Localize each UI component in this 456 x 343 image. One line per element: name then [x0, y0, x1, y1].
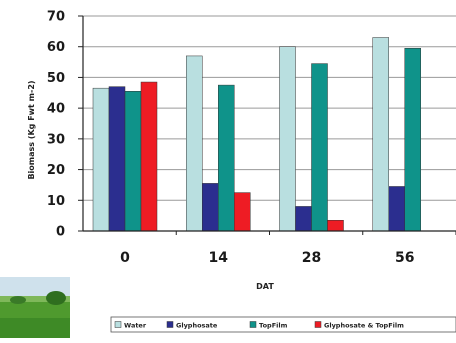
legend: Water Glyphosate TopFilm Glyphosate & TopFi… — [114, 321, 404, 330]
bar-topfilm-0 — [124, 91, 142, 232]
y-tick-labels: 0 10 20 30 40 50 60 70 — [47, 10, 65, 240]
legend-box — [110, 316, 456, 333]
y-tick-label: 20 — [47, 163, 65, 178]
y-tick-label: 10 — [47, 194, 65, 209]
legend-swatch — [166, 321, 174, 328]
x-tick-labels: 0 14 28 56 — [120, 250, 414, 266]
field-photo — [0, 277, 70, 338]
legend-swatch — [114, 321, 122, 328]
bar-glyphosate-28 — [295, 206, 312, 232]
y-tick-label: 50 — [47, 71, 65, 86]
x-tick-label: 14 — [209, 250, 229, 266]
legend-label: Glyphosate & TopFilm — [324, 322, 404, 330]
bar-water-28 — [279, 46, 296, 232]
bar-topfilm-28 — [311, 63, 328, 232]
bar-glyphosate-56 — [388, 186, 405, 232]
x-tick-label: 56 — [395, 250, 414, 266]
legend-label: Glyphosate — [176, 322, 218, 330]
bar-glyphosate-topfilm-14 — [234, 192, 251, 232]
bar-glyphosate-topfilm-0 — [140, 81, 158, 232]
axes-group — [78, 15, 456, 235]
y-tick-label: 40 — [47, 102, 65, 117]
y-tick-label: 0 — [56, 225, 65, 240]
bar-water-0 — [92, 87, 110, 232]
bar-topfilm-14 — [218, 84, 235, 232]
legend-swatch — [314, 321, 322, 328]
y-tick-label: 30 — [47, 132, 65, 147]
x-axis-title: DAT — [256, 282, 274, 291]
bar-glyphosate-14 — [202, 183, 219, 232]
legend-label: Water — [124, 322, 147, 330]
bar-glyphosate-0 — [108, 86, 126, 232]
x-tick-label: 0 — [120, 250, 130, 266]
y-axis-title: Biomass (Kg Fwt m-2) — [27, 80, 36, 179]
bar-water-56 — [372, 37, 389, 232]
bar-topfilm-56 — [404, 48, 421, 232]
legend-label: TopFilm — [259, 322, 288, 330]
y-tick-label: 60 — [47, 40, 65, 55]
x-tick-label: 28 — [302, 250, 321, 266]
y-tick-label: 70 — [47, 10, 65, 25]
bar-glyphosate-topfilm-28 — [327, 220, 344, 232]
bars-group — [92, 37, 421, 232]
bar-water-14 — [186, 55, 203, 232]
legend-swatch — [249, 321, 257, 328]
